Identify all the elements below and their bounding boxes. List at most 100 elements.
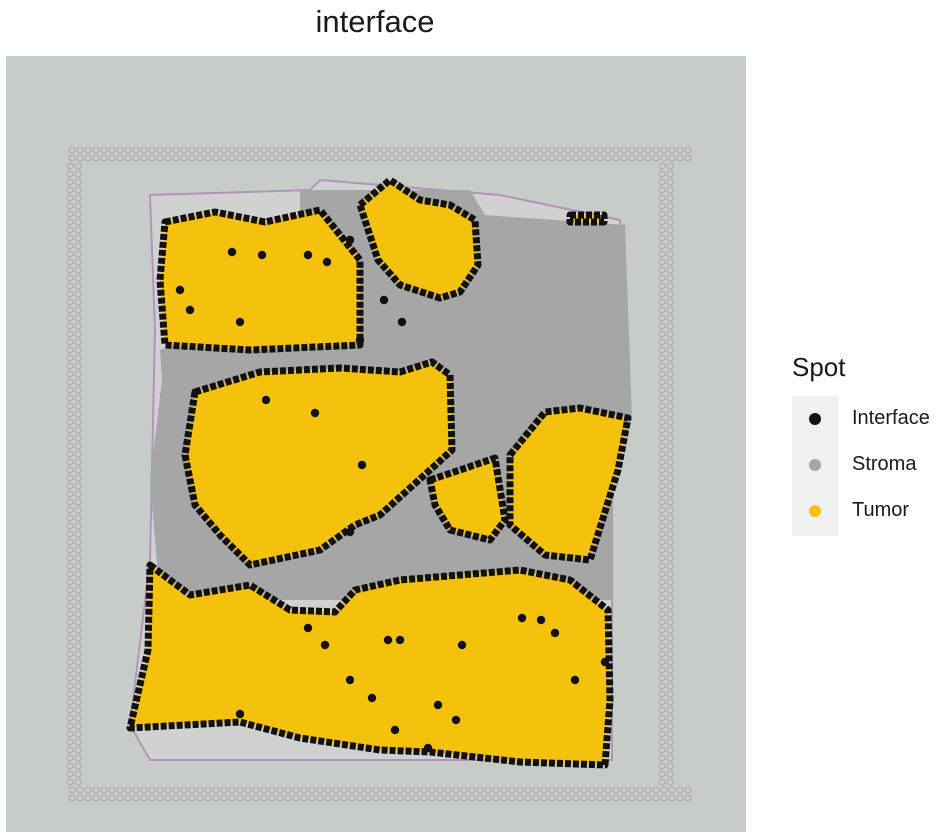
fiducial-spot (666, 194, 674, 202)
fiducial-spot (666, 634, 674, 642)
fiducial-spot (74, 778, 82, 786)
fiducial-spot (580, 794, 588, 802)
fiducial-spot (84, 146, 92, 154)
interface-spot (355, 335, 365, 345)
fiducial-spot (666, 618, 674, 626)
tumor-region (126, 176, 632, 769)
fiducial-spot (66, 762, 74, 770)
fiducial-spot (628, 794, 636, 802)
fiducial-spot (74, 274, 82, 282)
fiducial-spot (74, 714, 82, 722)
fiducial-spot (332, 154, 340, 162)
fiducial-spot (666, 514, 674, 522)
fiducial-spot (658, 202, 666, 210)
fiducial-spot (666, 714, 674, 722)
fiducial-spot (124, 154, 132, 162)
tumor-region-1 (156, 206, 364, 354)
fiducial-spot (508, 154, 516, 162)
fiducial-spot (658, 250, 666, 258)
fiducial-spot (666, 274, 674, 282)
fiducial-spot (644, 786, 652, 794)
fiducial-spot (658, 562, 666, 570)
fiducial-spot (300, 786, 308, 794)
fiducial-spot (196, 154, 204, 162)
fiducial-spot (388, 154, 396, 162)
fiducial-spot (658, 586, 666, 594)
fiducial-spot (364, 794, 372, 802)
fiducial-spot (260, 786, 268, 794)
fiducial-spot (212, 794, 220, 802)
fiducial-spot (658, 666, 666, 674)
fiducial-spot (76, 154, 84, 162)
fiducial-spot (476, 794, 484, 802)
fiducial-spot (660, 146, 668, 154)
fiducial-spot (74, 482, 82, 490)
fiducial-spot (180, 146, 188, 154)
fiducial-spot (74, 314, 82, 322)
fiducial-spot (332, 146, 340, 154)
fiducial-spot (74, 618, 82, 626)
fiducial-spot (116, 786, 124, 794)
fiducial-spot (658, 642, 666, 650)
fiducial-spot (196, 146, 204, 154)
fiducial-spot (316, 794, 324, 802)
fiducial-spot (516, 786, 524, 794)
fiducial-spot (540, 794, 548, 802)
fiducial-spot (658, 394, 666, 402)
fiducial-spot (666, 722, 674, 730)
tumor-region-6 (126, 561, 614, 769)
fiducial-spot (74, 546, 82, 554)
fiducial-spot (666, 738, 674, 746)
fiducial-spot (524, 154, 532, 162)
fiducial-spot (666, 562, 674, 570)
fiducial-spot (666, 234, 674, 242)
fiducial-spot (66, 578, 74, 586)
fiducial-spot (658, 738, 666, 746)
fiducial-spot (666, 666, 674, 674)
fiducial-spot (74, 410, 82, 418)
fiducial-spot (66, 346, 74, 354)
fiducial-spot (666, 202, 674, 210)
fiducial-spot (658, 530, 666, 538)
fiducial-spot (100, 146, 108, 154)
fiducial-spot (284, 154, 292, 162)
fiducial-spot (332, 786, 340, 794)
fiducial-spot (444, 794, 452, 802)
fiducial-spot (580, 146, 588, 154)
interface-spot (303, 623, 313, 633)
fiducial-spot (292, 794, 300, 802)
fiducial-spot (666, 162, 674, 170)
fiducial-spot (666, 346, 674, 354)
fiducial-spot (324, 794, 332, 802)
fiducial-spot (66, 218, 74, 226)
fiducial-spot (666, 426, 674, 434)
interface-spot (227, 247, 237, 257)
fiducial-spot (666, 698, 674, 706)
fiducial-spot (658, 210, 666, 218)
fiducial-spot (196, 794, 204, 802)
fiducial-spot (516, 794, 524, 802)
fiducial-spot (74, 706, 82, 714)
fiducial-spot (364, 146, 372, 154)
fiducial-spot (66, 618, 74, 626)
fiducial-spot (66, 642, 74, 650)
fiducial-spot (92, 786, 100, 794)
fiducial-spot (66, 282, 74, 290)
fiducial-spot (658, 362, 666, 370)
fiducial-spot (244, 794, 252, 802)
interface-spot (175, 285, 185, 295)
fiducial-spot (666, 442, 674, 450)
fiducial-spot (66, 506, 74, 514)
fiducial-spot (556, 786, 564, 794)
fiducial-spot (140, 146, 148, 154)
fiducial-spot (666, 522, 674, 530)
interface-spot (310, 408, 320, 418)
fiducial-spot (658, 322, 666, 330)
fiducial-spot (66, 690, 74, 698)
legend-label-stroma: Stroma (852, 453, 917, 475)
fiducial-spot (666, 394, 674, 402)
fiducial-spot (658, 722, 666, 730)
fiducial-spot (140, 786, 148, 794)
fiducial-spot (284, 786, 292, 794)
fiducial-spot (684, 786, 692, 794)
